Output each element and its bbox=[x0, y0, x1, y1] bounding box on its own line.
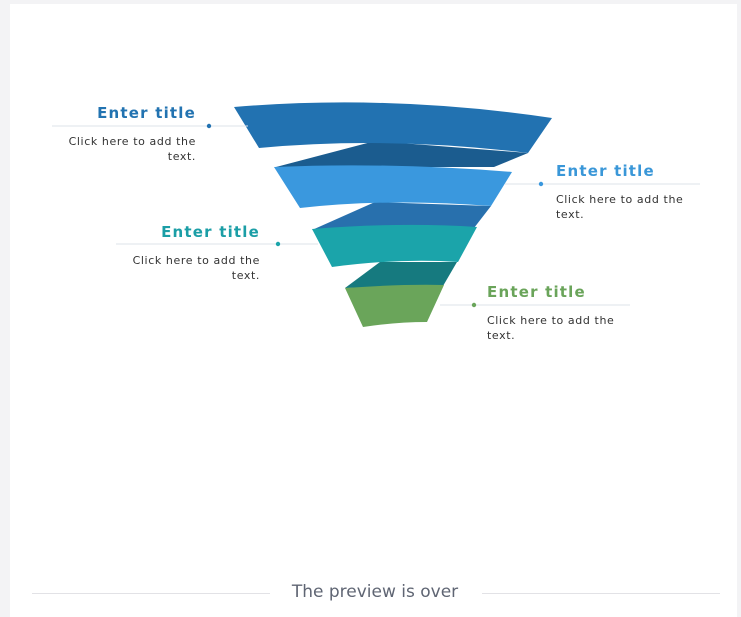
connector-dot-2 bbox=[538, 181, 544, 187]
preview-over-text: The preview is over bbox=[291, 582, 459, 602]
label-group-1: Enter title Click here to add the text. bbox=[52, 104, 196, 164]
connector-dot-3 bbox=[275, 241, 281, 247]
funnel-tier-2 bbox=[274, 165, 512, 208]
label-title-1[interactable]: Enter title bbox=[97, 104, 196, 122]
label-text-1[interactable]: Click here to add the text. bbox=[68, 135, 196, 163]
funnel-tier-3 bbox=[312, 224, 477, 267]
connector-dot-1 bbox=[206, 123, 212, 129]
label-title-3[interactable]: Enter title bbox=[161, 223, 260, 241]
label-group-4: Enter title Click here to add the text. bbox=[487, 283, 633, 343]
label-text-2[interactable]: Click here to add the text. bbox=[556, 193, 684, 221]
label-text-3[interactable]: Click here to add the text. bbox=[132, 254, 260, 282]
label-group-2: Enter title Click here to add the text. bbox=[556, 162, 702, 222]
funnel-fold-1 bbox=[276, 141, 528, 167]
connector-dot-4 bbox=[471, 302, 477, 308]
funnel-tier-4 bbox=[345, 284, 444, 327]
label-title-2[interactable]: Enter title bbox=[556, 162, 655, 180]
label-title-4[interactable]: Enter title bbox=[487, 283, 586, 301]
funnel-fold-2 bbox=[312, 202, 491, 230]
footer-divider-right bbox=[482, 593, 720, 594]
funnel-fold-3 bbox=[345, 262, 457, 288]
label-group-3: Enter title Click here to add the text. bbox=[116, 223, 260, 283]
label-text-4[interactable]: Click here to add the text. bbox=[487, 314, 615, 342]
footer-divider-left bbox=[32, 593, 270, 594]
funnel-tier-1 bbox=[234, 102, 552, 153]
